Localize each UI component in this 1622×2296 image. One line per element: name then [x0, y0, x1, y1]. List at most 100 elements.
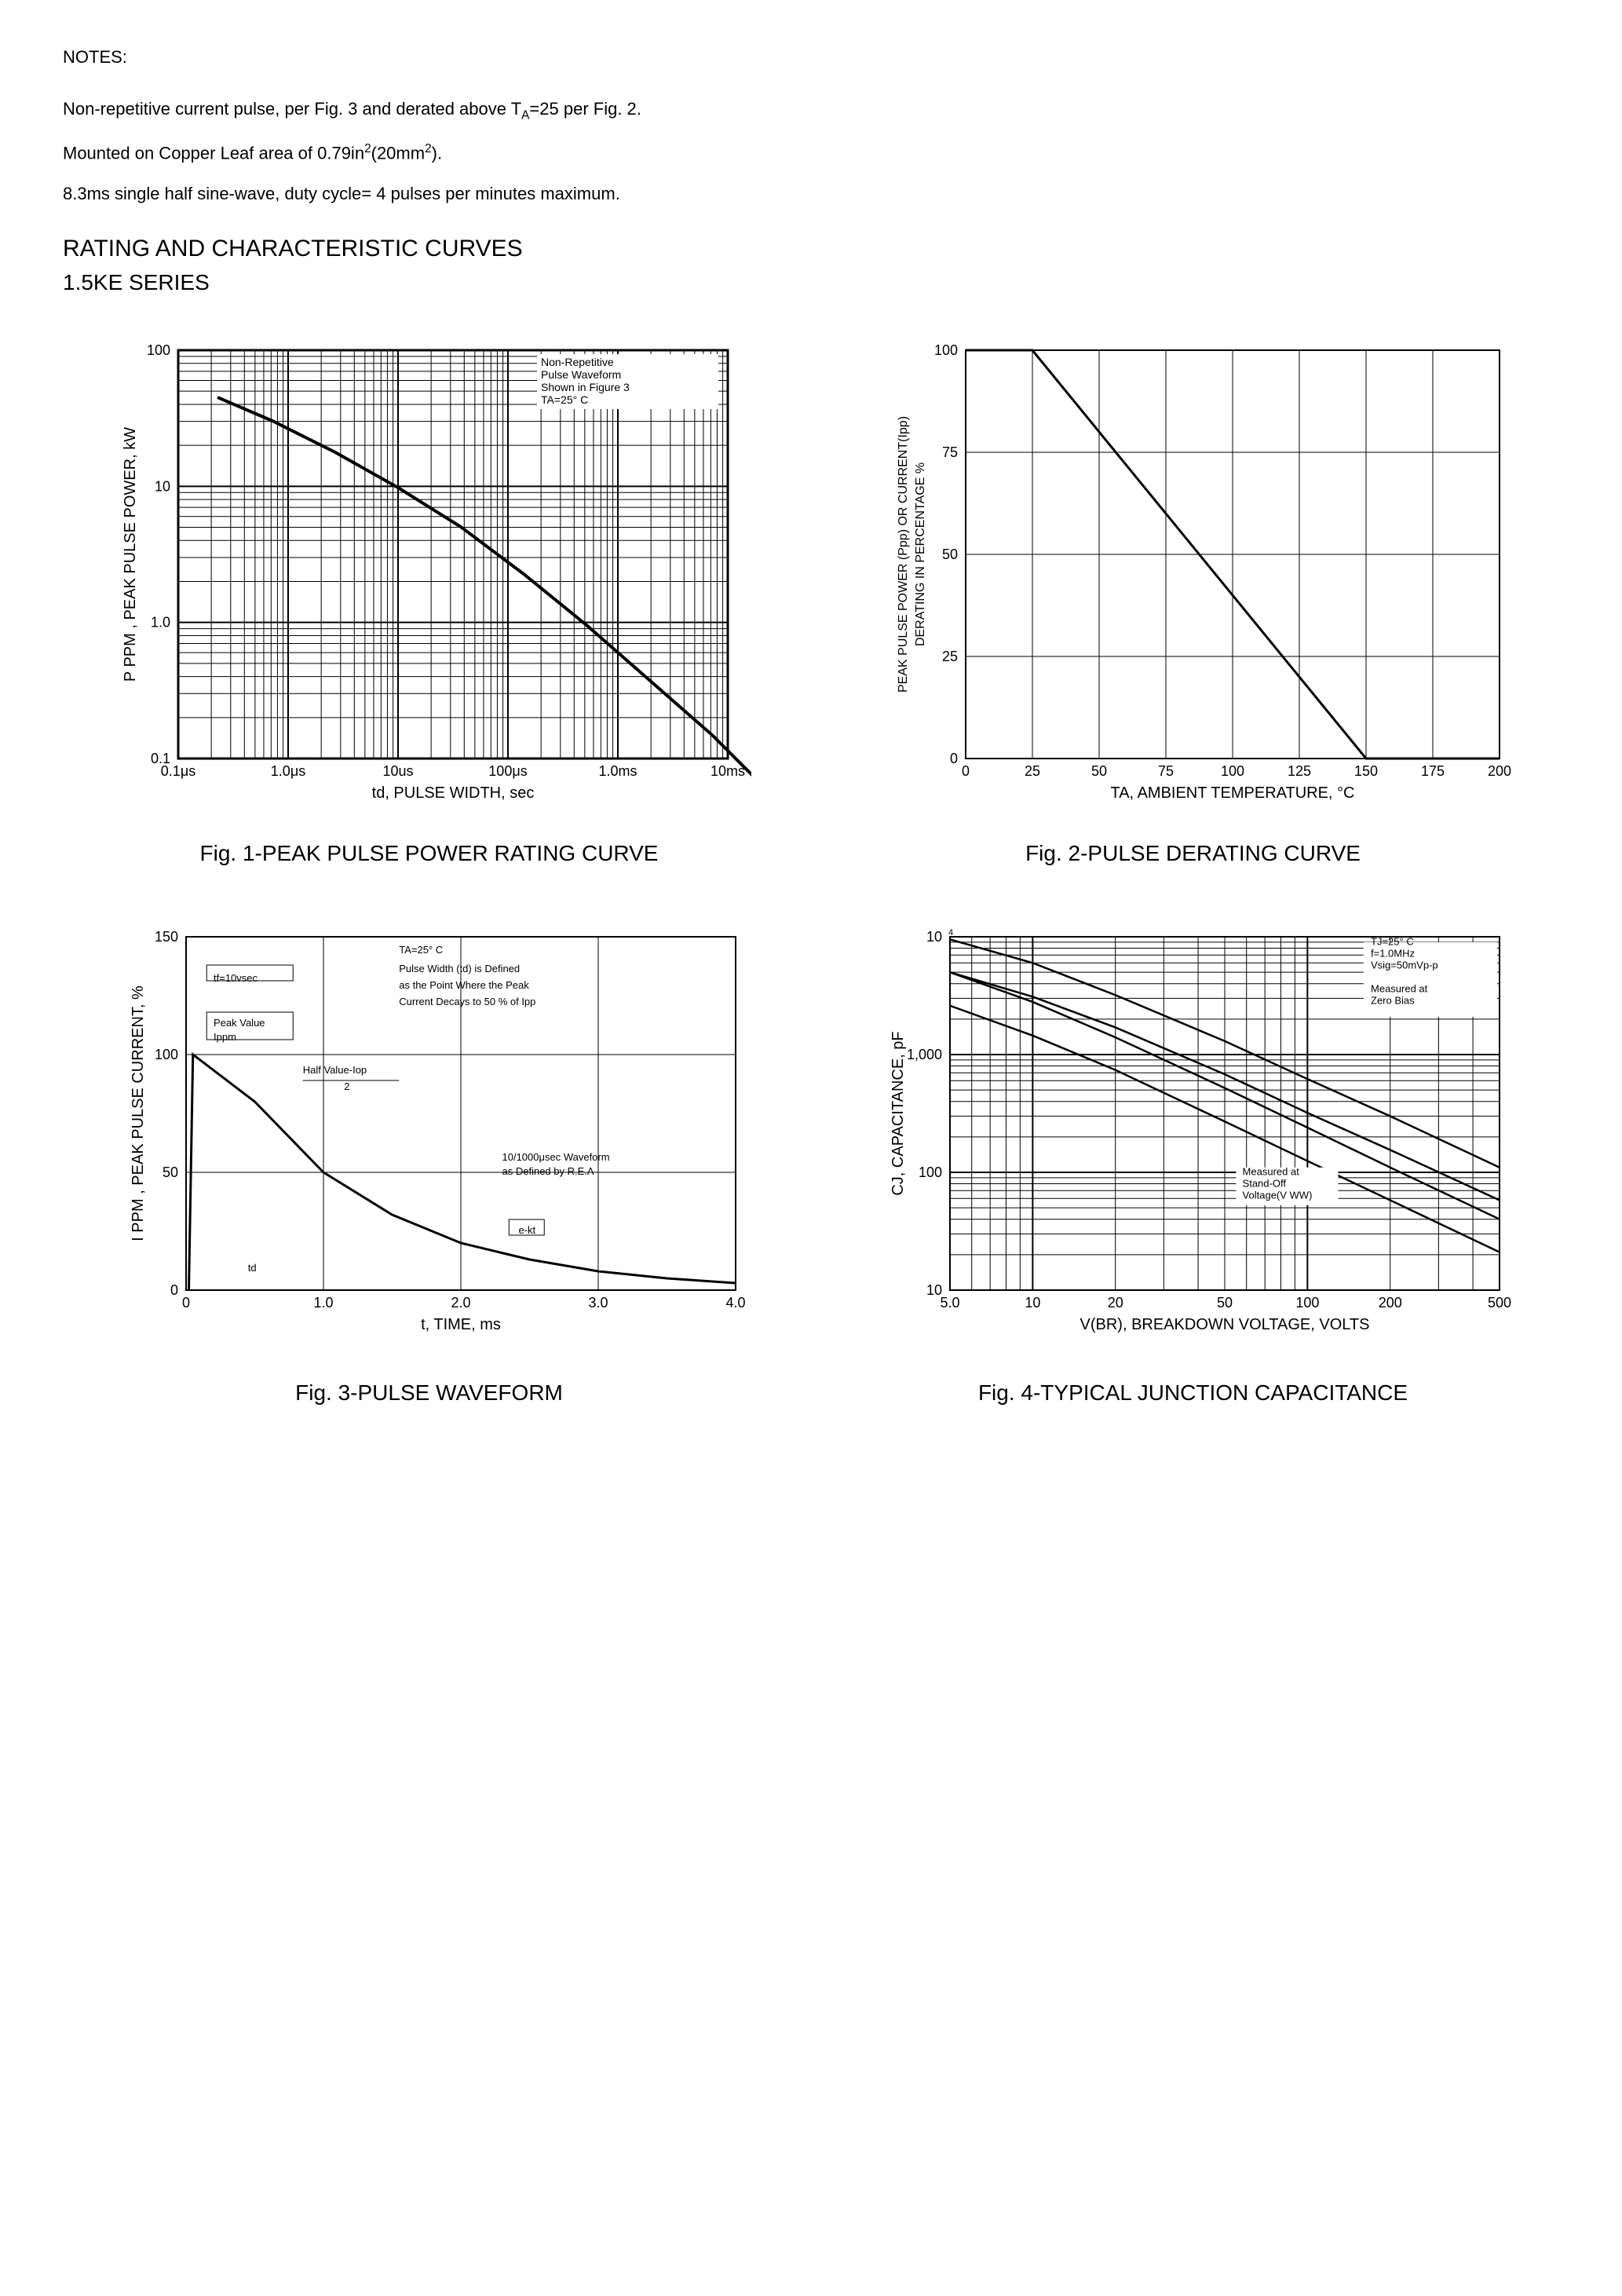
svg-text:0.1μs: 0.1μs	[160, 763, 195, 779]
svg-text:100: 100	[146, 342, 170, 358]
svg-text:10: 10	[1025, 1295, 1040, 1311]
svg-text:150: 150	[154, 929, 177, 945]
svg-text:50: 50	[941, 547, 957, 562]
fig2-caption: Fig. 2-PULSE DERATING CURVE	[1025, 841, 1361, 866]
note1-sub: A	[521, 108, 529, 122]
svg-text:0: 0	[961, 763, 969, 779]
svg-text:Pulse Width (td) is Defined: Pulse Width (td) is Defined	[399, 963, 520, 974]
svg-text:TJ=25° C: TJ=25° C	[1371, 935, 1414, 947]
svg-text:Vsig=50mVp-p: Vsig=50mVp-p	[1371, 959, 1438, 971]
svg-text:t, TIME, ms: t, TIME, ms	[421, 1316, 501, 1333]
svg-text:0: 0	[181, 1295, 189, 1311]
notes-heading: NOTES:	[63, 47, 1559, 68]
svg-text:4: 4	[948, 928, 953, 938]
fig4-cell: 101001,0001045.0102050100200500TJ=25° Cf…	[827, 913, 1559, 1406]
svg-text:25: 25	[941, 649, 957, 664]
svg-text:10: 10	[154, 478, 170, 494]
svg-text:P PPM , PEAK PULSE POWER, kW: P PPM , PEAK PULSE POWER, kW	[122, 427, 139, 682]
fig1-caption: Fig. 1-PEAK PULSE POWER RATING CURVE	[200, 841, 659, 866]
note2-pre: Mounted on Copper Leaf area of 0.79in	[63, 144, 364, 163]
svg-text:100: 100	[1295, 1295, 1319, 1311]
svg-text:tf=10vsec: tf=10vsec	[214, 972, 258, 984]
svg-text:V(BR), BREAKDOWN VOLTAGE, VOL: V(BR), BREAKDOWN VOLTAGE, VOLTS	[1080, 1316, 1369, 1333]
svg-text:CJ, CAPACITANCE, pF: CJ, CAPACITANCE, pF	[890, 1031, 907, 1195]
svg-text:Peak Value: Peak Value	[214, 1017, 265, 1029]
svg-text:2: 2	[344, 1080, 349, 1092]
svg-text:75: 75	[941, 444, 957, 460]
svg-text:Shown in Figure 3: Shown in Figure 3	[541, 381, 630, 393]
note-line-3: 8.3ms single half sine-wave, duty cycle=…	[63, 184, 1559, 204]
svg-text:3.0: 3.0	[588, 1295, 608, 1311]
svg-text:150: 150	[1353, 763, 1377, 779]
svg-text:0: 0	[170, 1282, 177, 1298]
series-heading: 1.5KE SERIES	[63, 270, 1559, 295]
svg-text:I PPM , PEAK PULSE CURRENT, %: I PPM , PEAK PULSE CURRENT, %	[130, 985, 147, 1241]
fig1-chart: 0.11.0101000.1μs1.0μs10us100μs1.0ms10msN…	[108, 327, 751, 813]
svg-text:500: 500	[1487, 1295, 1511, 1311]
svg-text:50: 50	[162, 1164, 177, 1180]
svg-text:Pulse Waveform: Pulse Waveform	[541, 368, 621, 381]
note-line-2: Mounted on Copper Leaf area of 0.79in2(2…	[63, 142, 1559, 163]
svg-text:f=1.0MHz: f=1.0MHz	[1371, 947, 1415, 959]
svg-text:Stand-Off: Stand-Off	[1242, 1177, 1286, 1189]
fig4-chart: 101001,0001045.0102050100200500TJ=25° Cf…	[871, 913, 1515, 1353]
svg-text:10: 10	[926, 929, 941, 945]
svg-text:25: 25	[1024, 763, 1039, 779]
note1-post: =25 per Fig. 2.	[529, 99, 641, 119]
fig3-cell: 0 50 100 150 0 1.0 2.0 3.0 4.0 tf=10vsec Peak Valu…	[63, 913, 795, 1406]
svg-text:TA=25° C: TA=25° C	[541, 393, 588, 406]
svg-text:Measured at: Measured at	[1371, 982, 1428, 994]
svg-text:2.0: 2.0	[451, 1295, 470, 1311]
svg-text:100: 100	[918, 1164, 941, 1180]
fig3-caption: Fig. 3-PULSE WAVEFORM	[295, 1380, 563, 1406]
svg-text:50: 50	[1090, 763, 1106, 779]
svg-text:as the Point Where the Peak: as the Point Where the Peak	[399, 979, 529, 991]
fig1-cell: 0.11.0101000.1μs1.0μs10us100μs1.0ms10msN…	[63, 327, 795, 866]
svg-text:1,000: 1,000	[906, 1047, 941, 1062]
svg-text:75: 75	[1157, 763, 1173, 779]
svg-text:1.0: 1.0	[313, 1295, 333, 1311]
note2-sup2: 2	[425, 142, 432, 155]
svg-text:td, PULSE WIDTH, sec: td, PULSE WIDTH, sec	[371, 784, 534, 802]
svg-text:TA=25° C: TA=25° C	[399, 944, 443, 956]
note2-mid: (20mm	[371, 144, 425, 163]
svg-text:100μs: 100μs	[488, 763, 527, 779]
svg-text:200: 200	[1487, 763, 1511, 779]
svg-text:10ms: 10ms	[710, 763, 744, 779]
svg-text:TA, AMBIENT TEMPERATURE, °C: TA, AMBIENT TEMPERATURE, °C	[1110, 784, 1354, 802]
svg-text:Current Decays to 50 % of Ipp: Current Decays to 50 % of Ipp	[399, 996, 535, 1007]
svg-text:125: 125	[1287, 763, 1310, 779]
note-line-1: Non-repetitive current pulse, per Fig. 3…	[63, 99, 1559, 122]
svg-text:100: 100	[154, 1047, 177, 1062]
note2-sup1: 2	[364, 142, 371, 155]
note1-pre: Non-repetitive current pulse, per Fig. 3…	[63, 99, 521, 119]
svg-text:20: 20	[1107, 1295, 1123, 1311]
svg-text:Zero Bias: Zero Bias	[1371, 994, 1415, 1006]
svg-text:175: 175	[1420, 763, 1444, 779]
svg-text:4.0: 4.0	[725, 1295, 745, 1311]
charts-grid: 0.11.0101000.1μs1.0μs10us100μs1.0ms10msN…	[63, 327, 1559, 1406]
svg-text:Half Value-Iop: Half Value-Iop	[302, 1064, 366, 1076]
fig3-chart: 0 50 100 150 0 1.0 2.0 3.0 4.0 tf=10vsec Peak Valu…	[108, 913, 751, 1353]
section-heading: RATING AND CHARACTERISTIC CURVES	[63, 236, 1559, 262]
svg-text:td: td	[247, 1262, 256, 1274]
fig2-chart: 10075502500255075100125150175200TA, AMBI…	[871, 327, 1515, 813]
svg-text:10us: 10us	[382, 763, 413, 779]
svg-text:1.0ms: 1.0ms	[598, 763, 637, 779]
svg-text:as Defined by R.E.A: as Defined by R.E.A	[502, 1165, 594, 1177]
svg-text:Non-Repetitive: Non-Repetitive	[541, 356, 614, 368]
svg-text:e-kt: e-kt	[518, 1224, 535, 1236]
svg-text:5.0: 5.0	[940, 1295, 959, 1311]
svg-text:Ippm: Ippm	[214, 1031, 236, 1043]
svg-text:50: 50	[1216, 1295, 1232, 1311]
svg-text:100: 100	[933, 342, 957, 358]
svg-text:Voltage(V WW): Voltage(V WW)	[1242, 1189, 1312, 1201]
svg-text:1.0: 1.0	[150, 614, 170, 630]
svg-text:100: 100	[1220, 763, 1244, 779]
svg-text:10/1000μsec Waveform: 10/1000μsec Waveform	[502, 1151, 609, 1163]
fig2-cell: 10075502500255075100125150175200TA, AMBI…	[827, 327, 1559, 866]
fig4-caption: Fig. 4-TYPICAL JUNCTION CAPACITANCE	[978, 1380, 1408, 1406]
note2-post: ).	[432, 144, 442, 163]
svg-text:DERATING IN PERCENTAGE %: DERATING IN PERCENTAGE %	[914, 462, 927, 646]
svg-text:Measured at: Measured at	[1242, 1165, 1299, 1177]
